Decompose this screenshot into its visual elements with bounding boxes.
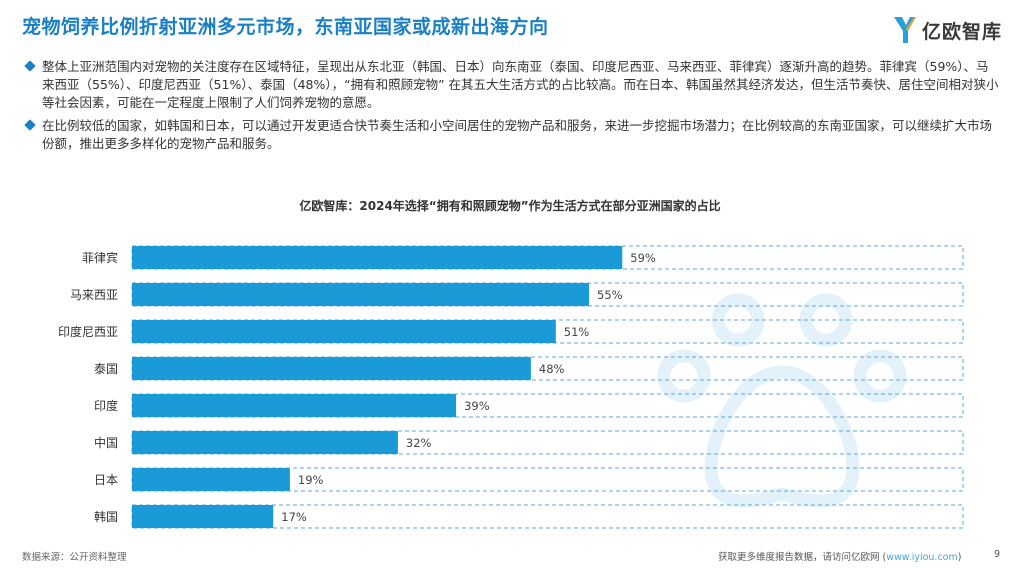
bullet-item: 整体上亚洲范围内对宠物的关注度存在区域特征，呈现出从东北亚（韩国、日本）向东南亚… [24, 58, 1001, 112]
footer-cta-close: ) [957, 552, 962, 563]
bar-row: 日本 19% [94, 467, 964, 492]
value-label: 39% [464, 399, 490, 413]
bullet-item: 在比例较低的国家，如韩国和日本，可以通过开发更适合快节奏生活和小空间居住的宠物产… [24, 117, 1001, 153]
value-label: 19% [298, 473, 324, 487]
category-label: 中国 [94, 435, 118, 450]
logo-mark-icon [894, 17, 916, 43]
value-label: 17% [281, 510, 307, 524]
category-label: 泰国 [94, 362, 118, 376]
value-label: 59% [630, 251, 656, 265]
bar [132, 394, 457, 417]
bar-row: 印度尼西亚 51% [58, 319, 964, 344]
summary-bullets: 整体上亚洲范围内对宠物的关注度存在区域特征，呈现出从东北亚（韩国、日本）向东南亚… [24, 58, 1001, 158]
bullet-text: 在比例较低的国家，如韩国和日本，可以通过开发更适合快节奏生活和小空间居住的宠物产… [42, 118, 993, 151]
bar [132, 320, 556, 343]
bar-row: 中国 32% [94, 430, 964, 455]
brand-logo: 亿欧智库 [892, 14, 1010, 46]
page-number: 9 [994, 549, 1001, 560]
value-label: 32% [406, 436, 432, 450]
paw-watermark-icon [657, 293, 907, 508]
bar-row: 泰国 48% [94, 356, 964, 381]
value-label: 51% [564, 325, 590, 339]
website-link[interactable]: www.iyiou.com [886, 552, 958, 563]
bar [132, 357, 531, 380]
value-label: 48% [539, 362, 565, 376]
bullet-text: 整体上亚洲范围内对宠物的关注度存在区域特征，呈现出从东北亚（韩国、日本）向东南亚… [42, 59, 999, 110]
bar [132, 246, 623, 269]
bar-row: 印度 39% [94, 393, 964, 418]
bar-row: 韩国 17% [94, 504, 964, 529]
bar [132, 431, 398, 454]
bar [132, 505, 274, 528]
logo-text: 亿欧智库 [922, 20, 1003, 43]
category-label: 菲律宾 [82, 250, 118, 265]
category-label: 韩国 [94, 509, 118, 524]
bar-row: 马来西亚 55% [70, 282, 964, 307]
bar [132, 468, 290, 491]
category-label: 印度 [94, 398, 118, 413]
category-label: 马来西亚 [70, 288, 118, 302]
data-source: 数据来源：公开资料整理 [22, 552, 127, 563]
footer-cta-text: 获取更多维度报告数据，请访问亿欧网 ( [718, 552, 887, 563]
category-label: 日本 [94, 473, 118, 487]
value-label: 55% [597, 288, 623, 302]
bar-row: 菲律宾 59% [82, 245, 964, 270]
category-label: 印度尼西亚 [58, 324, 118, 339]
bar [132, 283, 590, 306]
footer-cta: 获取更多维度报告数据，请访问亿欧网 (www.iyiou.com) [718, 549, 961, 563]
chart-title: 亿欧智库：2024年选择“拥有和照顾宠物”作为生活方式在部分亚洲国家的占比 [299, 199, 721, 213]
page-title: 宠物饲养比例折射亚洲多元市场，东南亚国家或成新出海方向 [22, 16, 549, 38]
